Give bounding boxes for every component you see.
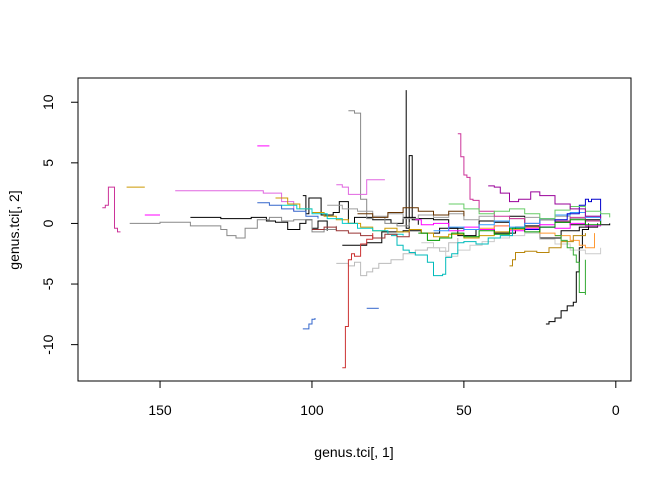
series-line-22 [302,318,316,330]
series-line-24 [257,202,319,219]
series-line-17 [336,179,385,195]
series-line-3 [545,223,589,325]
x-tick-label: 100 [300,402,324,418]
series-line-29 [555,235,586,295]
series-line-34 [342,233,374,369]
x-axis-title: genus.tci[, 1] [314,444,393,460]
y-tick-label: -5 [40,278,56,291]
series-line-35 [357,207,465,218]
series-line-21 [509,233,586,267]
series-line-31 [448,203,611,220]
y-tick-label: -10 [40,334,56,354]
series-line-11 [102,186,121,233]
x-tick-label: 0 [612,402,620,418]
series-line-16 [175,190,295,212]
y-axis: 10 5 0 -5 -10 [40,94,79,355]
series-line-33 [312,226,410,239]
series-line-6 [129,216,337,239]
series-line-7 [348,110,410,227]
series-line-5 [342,223,599,246]
series-line-9 [336,238,459,277]
x-axis: 150 100 50 0 [148,380,620,418]
x-tick-label: 50 [456,402,472,418]
y-tick-label: 10 [40,94,56,110]
y-tick-label: 5 [40,159,56,167]
series-group [102,90,611,369]
series-line-30 [418,219,602,241]
series-line-27 [391,225,526,277]
x-tick-label: 150 [148,402,172,418]
series-line-4 [190,216,328,231]
y-axis-title: genus.tci[, 2] [6,190,22,269]
series-line-28 [281,204,404,236]
series-line-32 [488,185,602,219]
y-tick-label: 0 [40,219,56,227]
